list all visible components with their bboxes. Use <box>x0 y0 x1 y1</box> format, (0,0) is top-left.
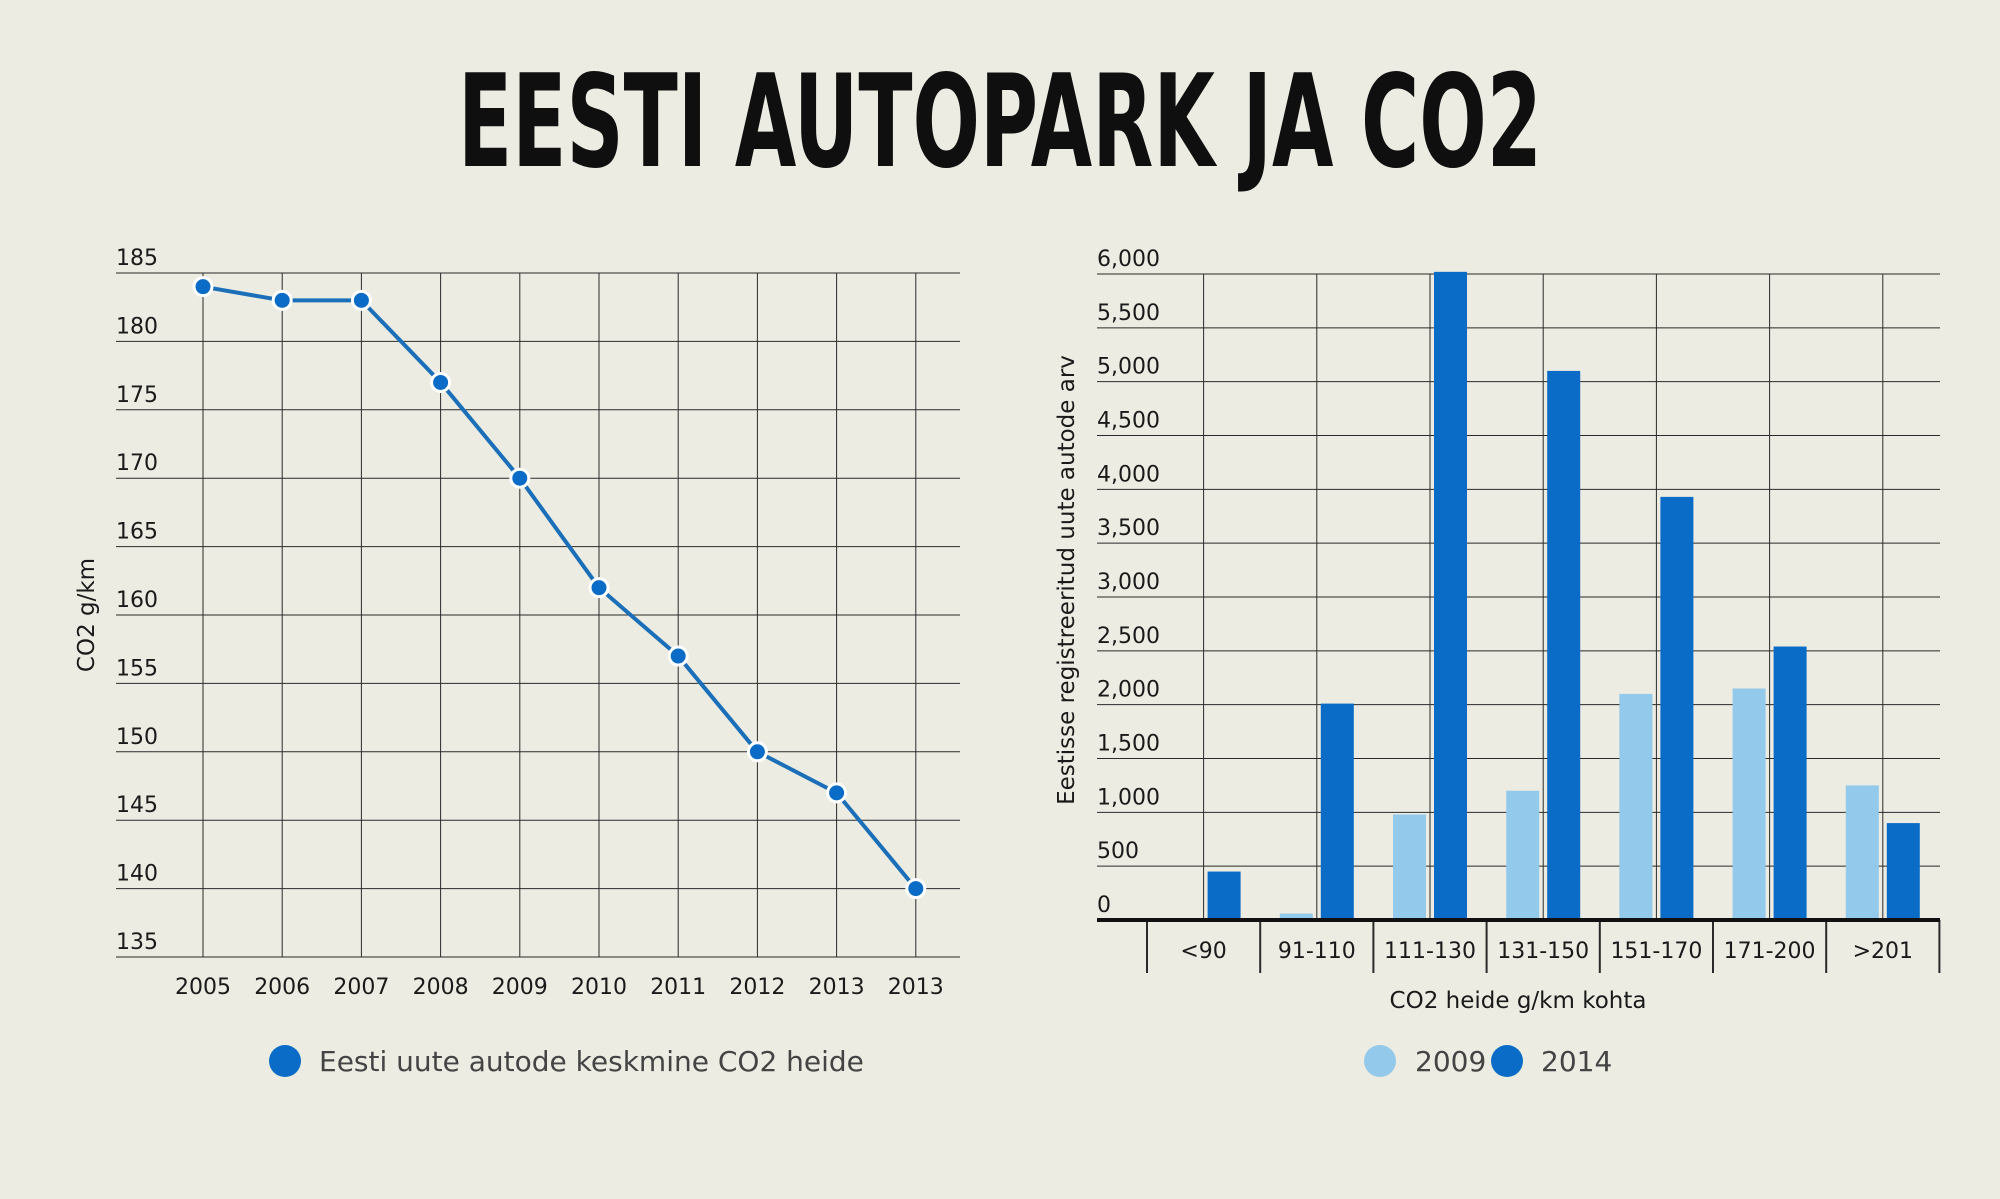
x-tick-label: 2013 <box>809 975 865 1000</box>
y-axis-label: Eestisse registreeritud uute autode arv <box>1054 355 1080 805</box>
y-tick-label: 1,000 <box>1097 785 1160 810</box>
y-tick-label: 170 <box>116 451 158 476</box>
data-point <box>588 577 610 599</box>
y-tick-label: 2,000 <box>1097 678 1160 703</box>
x-tick-label: 2005 <box>175 975 231 1000</box>
x-tick-label: 171-200 <box>1724 939 1816 964</box>
y-tick-label: 145 <box>116 793 158 818</box>
bar <box>1886 823 1920 920</box>
y-tick-label: 155 <box>116 656 158 681</box>
x-tick-label: >201 <box>1853 939 1913 964</box>
y-tick-label: 180 <box>116 314 158 339</box>
x-tick-label: 2009 <box>492 975 548 1000</box>
y-tick-label: 165 <box>116 520 158 545</box>
bar <box>1773 646 1807 920</box>
legend-label: 2009 <box>1415 1045 1486 1078</box>
data-point <box>350 289 372 311</box>
legend-marker <box>1364 1045 1396 1077</box>
y-tick-label: 160 <box>116 588 158 613</box>
y-tick-label: 140 <box>116 862 158 887</box>
data-point <box>826 782 848 804</box>
line-chart: 185 180 175 170 165 160 155 150 145 140 135 2005 200… <box>74 246 960 1078</box>
bar <box>1732 688 1766 920</box>
y-tick-label: 5,000 <box>1097 355 1160 380</box>
bar <box>1279 913 1313 920</box>
data-point <box>746 741 768 763</box>
data-point <box>509 467 531 489</box>
data-point <box>667 645 689 667</box>
legend-label: 2014 <box>1541 1045 1612 1078</box>
legend-label: Eesti uute autode keskmine CO2 heide <box>319 1045 864 1078</box>
bar <box>1660 496 1694 920</box>
bar <box>1207 871 1241 920</box>
y-tick-label: 5,500 <box>1097 301 1160 326</box>
y-tick-label: 175 <box>116 383 158 408</box>
x-tick-label: 131-150 <box>1497 939 1589 964</box>
y-tick-label: 150 <box>116 725 158 750</box>
bar <box>1320 703 1354 920</box>
y-tick-label: 500 <box>1097 839 1139 864</box>
bar <box>1619 693 1653 920</box>
y-tick-label: 0 <box>1097 893 1111 918</box>
x-tick-label: 2013 <box>888 975 944 1000</box>
y-tick-label: 135 <box>116 930 158 955</box>
bar <box>1434 271 1467 920</box>
bar-chart: 0 500 1,000 1,500 2,000 2,500 3,000 3,500 4,000 4… <box>1054 247 1941 1078</box>
x-axis-label: CO2 heide g/km kohta <box>1390 988 1647 1014</box>
series-line <box>202 284 918 890</box>
y-tick-label: 185 <box>116 246 158 271</box>
x-tick-label: <90 <box>1180 939 1226 964</box>
y-tick-label: 1,500 <box>1097 732 1160 757</box>
legend-marker <box>1491 1045 1523 1077</box>
y-tick-label: 3,500 <box>1097 516 1160 541</box>
data-point <box>192 276 214 298</box>
bar <box>1393 814 1426 920</box>
bar <box>1547 370 1581 920</box>
page-title: EESTI AUTOPARK JA CO2 <box>458 48 1542 197</box>
data-point <box>271 289 293 311</box>
x-tick-label: 2010 <box>571 975 627 1000</box>
bar <box>1845 785 1879 920</box>
y-tick-label: 4,500 <box>1097 409 1160 434</box>
y-axis-label: CO2 g/km <box>74 558 100 672</box>
y-tick-label: 4,000 <box>1097 462 1160 487</box>
x-tick-label: 151-170 <box>1610 939 1702 964</box>
y-tick-label: 3,000 <box>1097 570 1160 595</box>
x-tick-label: 2008 <box>413 975 469 1000</box>
data-point <box>905 878 927 900</box>
data-point <box>430 371 452 393</box>
y-tick-label: 2,500 <box>1097 624 1160 649</box>
x-tick-label: 2006 <box>254 975 310 1000</box>
legend-marker <box>269 1045 301 1077</box>
bar <box>1506 790 1540 920</box>
x-tick-label: 2007 <box>333 975 389 1000</box>
x-tick-label: 91-110 <box>1278 939 1356 964</box>
x-tick-label: 2011 <box>650 975 706 1000</box>
x-tick-label: 2012 <box>729 975 785 1000</box>
y-tick-label: 6,000 <box>1097 247 1160 272</box>
x-tick-label: 111-130 <box>1384 939 1476 964</box>
